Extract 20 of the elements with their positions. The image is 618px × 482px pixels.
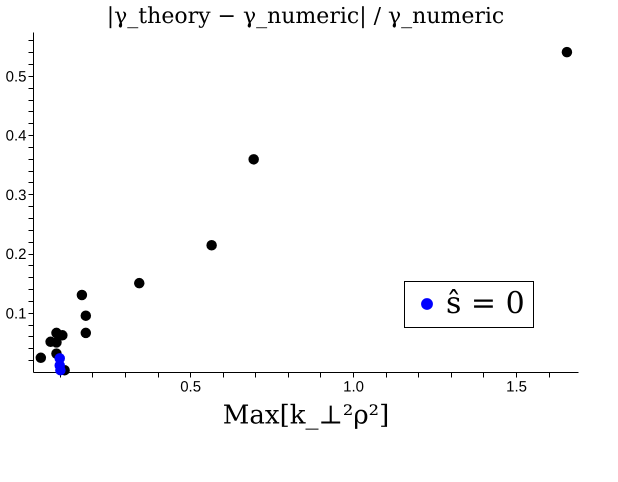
point — [36, 352, 46, 364]
y-tick-label: 0.2 — [6, 246, 26, 264]
point — [80, 328, 92, 338]
y-tick-label: 0.3 — [6, 186, 26, 204]
point — [206, 240, 217, 250]
point — [134, 278, 145, 288]
x-tick-label: 1.5 — [506, 378, 527, 396]
legend-label: ŝ = 0 — [446, 286, 525, 321]
point — [76, 290, 88, 300]
point — [562, 46, 572, 58]
y-tick-label: 0.5 — [6, 68, 26, 86]
y-tick-label: 0.4 — [6, 128, 26, 145]
point — [57, 330, 68, 341]
point — [80, 310, 92, 321]
point — [248, 154, 259, 165]
chart-title: |γ_theory − γ_numeric| / γ_numeric — [106, 4, 504, 29]
x-tick-label: 1.0 — [343, 378, 364, 396]
y-tick-label: 0.1 — [6, 305, 26, 322]
x-tick-label: 0.5 — [180, 378, 202, 396]
x-axis-title: Max[k_⊥²ρ²] — [222, 400, 390, 430]
